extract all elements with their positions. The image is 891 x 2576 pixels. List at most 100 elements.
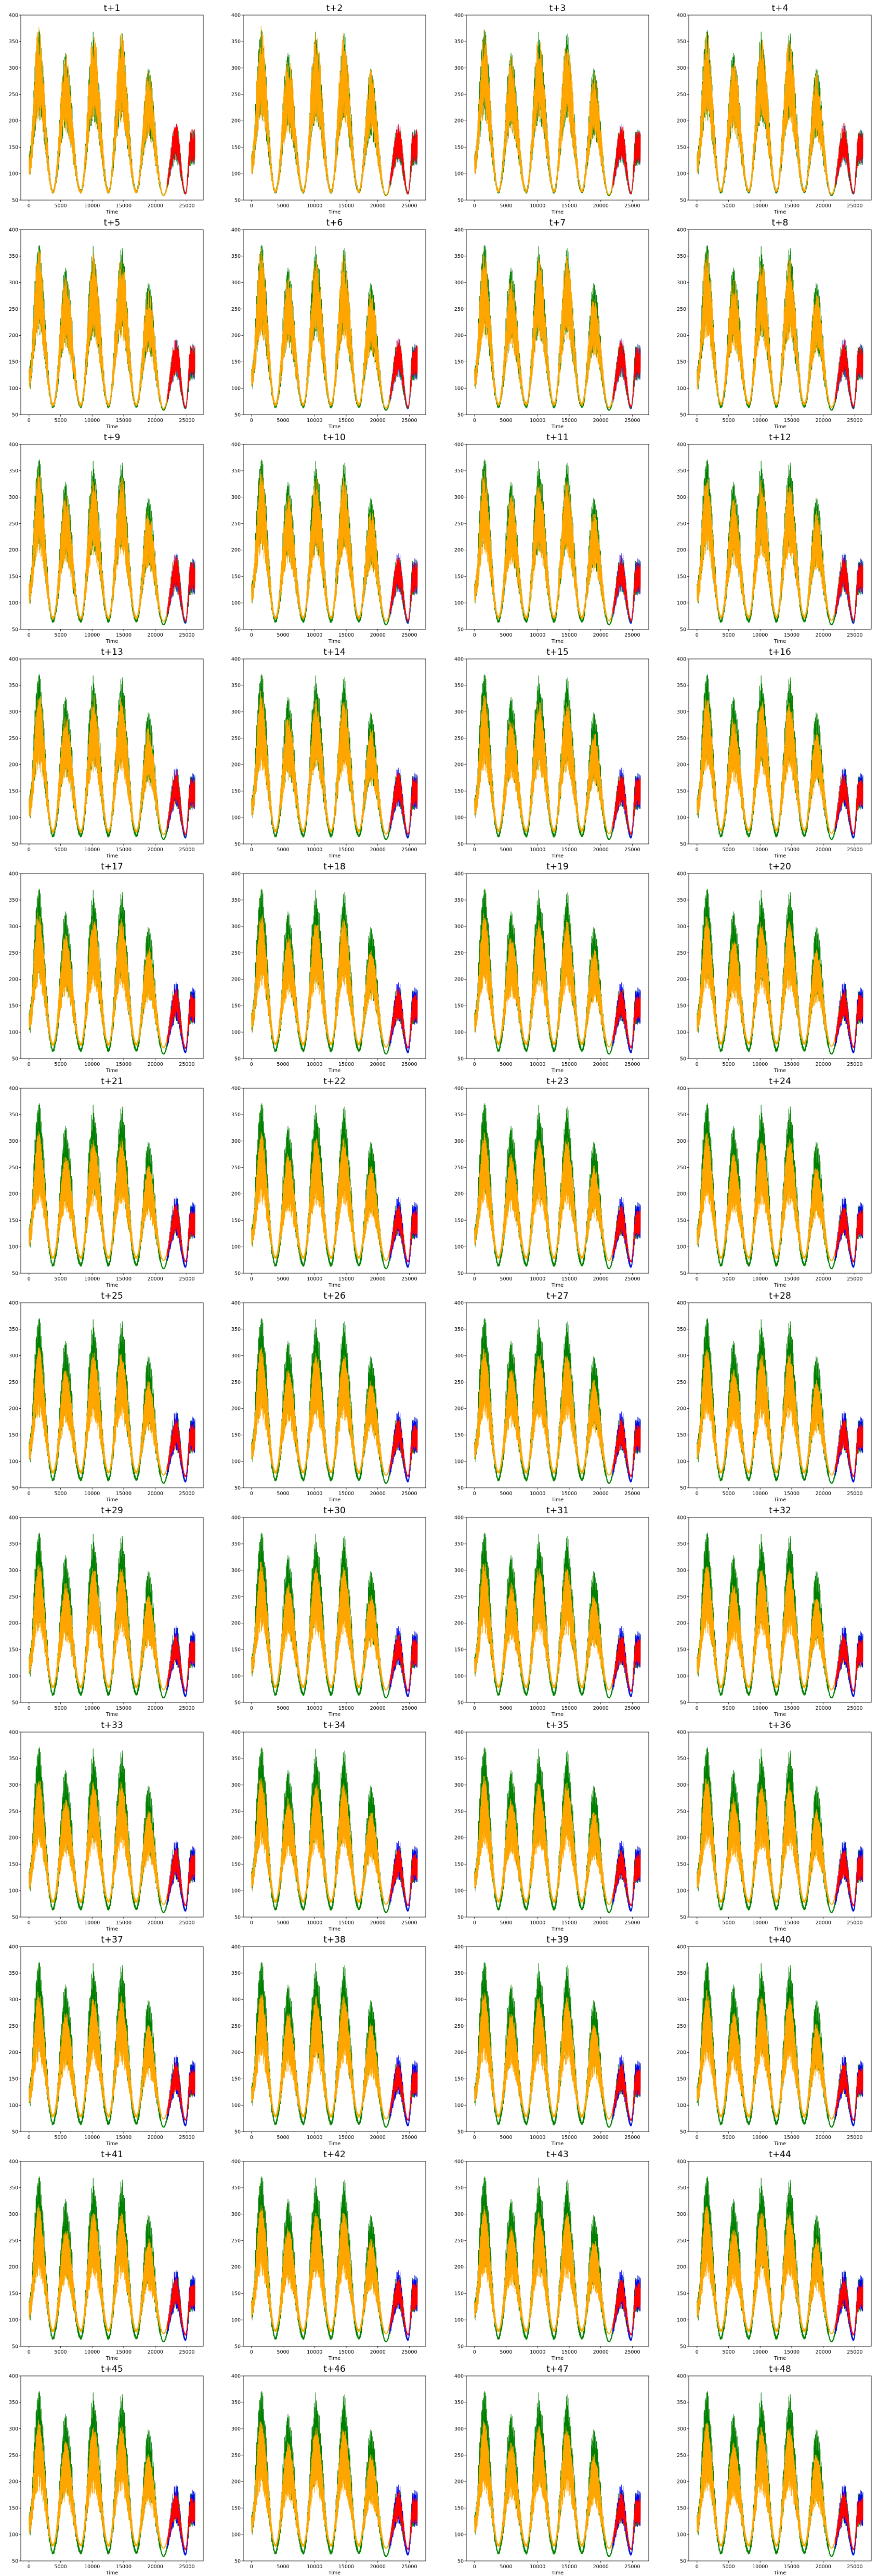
x-tick-label: 25000 (624, 1062, 640, 1067)
series-train-prediction-line (29, 469, 168, 623)
x-tick-label: 20000 (593, 2564, 609, 2570)
series-test-prediction-line (167, 124, 195, 195)
y-tick-label: 400 (9, 2373, 18, 2379)
x-tick-label: 5000 (277, 1706, 289, 1711)
y-tick-label: 300 (9, 280, 18, 286)
series-test-prediction-line (612, 2063, 641, 2121)
y-tick-label: 150 (9, 789, 18, 795)
x-axis-label: Time (551, 1926, 564, 1932)
subplot-title: t+19 (546, 862, 569, 872)
y-tick-label: 250 (231, 1594, 241, 1600)
subplot-title: t+29 (101, 1505, 123, 1516)
x-tick-label: 25000 (401, 632, 417, 638)
subplot-title: t+13 (101, 647, 123, 657)
subplot-title: t+3 (549, 3, 566, 14)
y-tick-label: 100 (231, 1673, 241, 1679)
subplot-38-svg: t+38 50 100 150 200 250 300 350 400 0 5000 10000 150… (231, 1935, 426, 2146)
y-tick-label: 350 (231, 2185, 241, 2191)
x-tick-label: 20000 (370, 1062, 386, 1067)
x-axis-label: Time (106, 2141, 118, 2146)
x-tick-label: 15000 (338, 2135, 354, 2141)
x-axis-label: Time (774, 1068, 786, 1073)
y-tick-label: 100 (9, 1244, 18, 1250)
series-train-prediction-line (251, 1994, 390, 2120)
x-tick-label: 10000 (530, 1062, 545, 1067)
series-test-prediction-line (612, 1205, 641, 1263)
y-tick-label: 50 (234, 2129, 241, 2135)
y-tick-label: 400 (677, 12, 686, 18)
subplot-32: t+32 50 100 150 200 250 300 350 400 0 5000 10000 150… (668, 1502, 890, 1717)
y-tick-label: 250 (9, 2024, 18, 2029)
x-tick-label: 0 (250, 1491, 253, 1497)
x-tick-label: 20000 (816, 632, 831, 638)
series-test-prediction-line (835, 989, 863, 1048)
subplot-title: t+38 (323, 1935, 346, 1945)
y-tick-label: 150 (677, 789, 686, 795)
x-tick-label: 0 (696, 632, 699, 638)
subplot-22: t+22 50 100 150 200 250 300 350 400 0 5000 10000 150… (222, 1073, 445, 1288)
series-test-prediction-line (167, 1205, 195, 1262)
y-tick-label: 250 (677, 950, 686, 956)
y-tick-label: 150 (231, 2291, 241, 2297)
x-axis-label: Time (774, 1497, 786, 1502)
y-tick-label: 300 (231, 1353, 241, 1359)
y-tick-label: 200 (454, 977, 464, 983)
y-tick-label: 400 (677, 656, 686, 662)
subplot-4: t+4 50 100 150 200 250 300 350 400 0 5000 10000 1500… (668, 0, 890, 215)
series-train-prediction-line (474, 695, 613, 835)
y-tick-label: 100 (454, 1673, 464, 1679)
x-tick-label: 10000 (307, 2135, 322, 2141)
y-tick-label: 200 (454, 2479, 464, 2485)
y-tick-label: 350 (454, 1971, 464, 1976)
x-axis-label: Time (106, 1497, 118, 1502)
subplot-41: t+41 50 100 150 200 250 300 350 400 0 5000 10000 150… (0, 2146, 222, 2361)
y-tick-label: 100 (9, 1459, 18, 1464)
y-tick-label: 200 (231, 977, 241, 983)
subplot-title: t+26 (323, 1291, 346, 1301)
subplot-33: t+33 50 100 150 200 250 300 350 400 0 5000 10000 150… (0, 1717, 222, 1932)
x-axis-label: Time (328, 424, 340, 429)
y-tick-label: 200 (454, 333, 464, 339)
y-tick-label: 200 (677, 1406, 686, 1412)
subplot-title: t+40 (769, 1935, 791, 1945)
y-tick-label: 300 (231, 1997, 241, 2003)
x-axis-label: Time (774, 2356, 786, 2361)
y-tick-label: 100 (454, 1029, 464, 1035)
y-tick-label: 250 (9, 92, 18, 98)
series-test-prediction-line (389, 124, 418, 195)
x-tick-label: 20000 (816, 847, 831, 853)
y-tick-label: 250 (454, 1165, 464, 1171)
subplot-36-svg: t+36 50 100 150 200 250 300 350 400 0 5000 10000 150… (677, 1720, 872, 1932)
series-test-prediction-line (167, 2491, 195, 2551)
x-tick-label: 5000 (277, 418, 289, 424)
y-tick-label: 400 (454, 1729, 464, 1735)
y-tick-label: 250 (9, 2453, 18, 2459)
y-tick-label: 200 (677, 762, 686, 768)
x-tick-label: 20000 (370, 2349, 386, 2355)
x-tick-label: 0 (696, 1920, 699, 1926)
subplot-26: t+26 50 100 150 200 250 300 350 400 0 5000 10000 150… (222, 1288, 445, 1502)
subplot-title: t+21 (101, 1076, 123, 1087)
axes-frame (20, 2375, 204, 2561)
y-tick-label: 350 (9, 254, 18, 259)
x-tick-label: 15000 (784, 1920, 800, 1926)
x-tick-label: 5000 (722, 632, 735, 638)
x-tick-label: 20000 (148, 1706, 163, 1711)
y-tick-label: 50 (234, 1700, 241, 1706)
x-tick-label: 15000 (561, 847, 577, 853)
y-tick-label: 400 (231, 1944, 241, 1950)
x-tick-label: 5000 (277, 203, 289, 209)
subplot-title: t+31 (546, 1505, 569, 1516)
x-tick-label: 0 (696, 2564, 699, 2570)
series-test-actual-line (612, 2270, 641, 2341)
y-tick-label: 300 (677, 1782, 686, 1788)
subplot-44-svg: t+44 50 100 150 200 250 300 350 400 0 5000 10000 150… (677, 2149, 872, 2361)
y-tick-label: 250 (454, 92, 464, 98)
y-tick-label: 150 (9, 1647, 18, 1653)
subplot-title: t+46 (323, 2364, 346, 2374)
x-tick-label: 5000 (277, 2564, 289, 2570)
y-tick-label: 300 (454, 709, 464, 715)
y-tick-label: 350 (231, 468, 241, 474)
x-tick-label: 25000 (179, 632, 194, 638)
y-tick-label: 50 (457, 197, 464, 203)
